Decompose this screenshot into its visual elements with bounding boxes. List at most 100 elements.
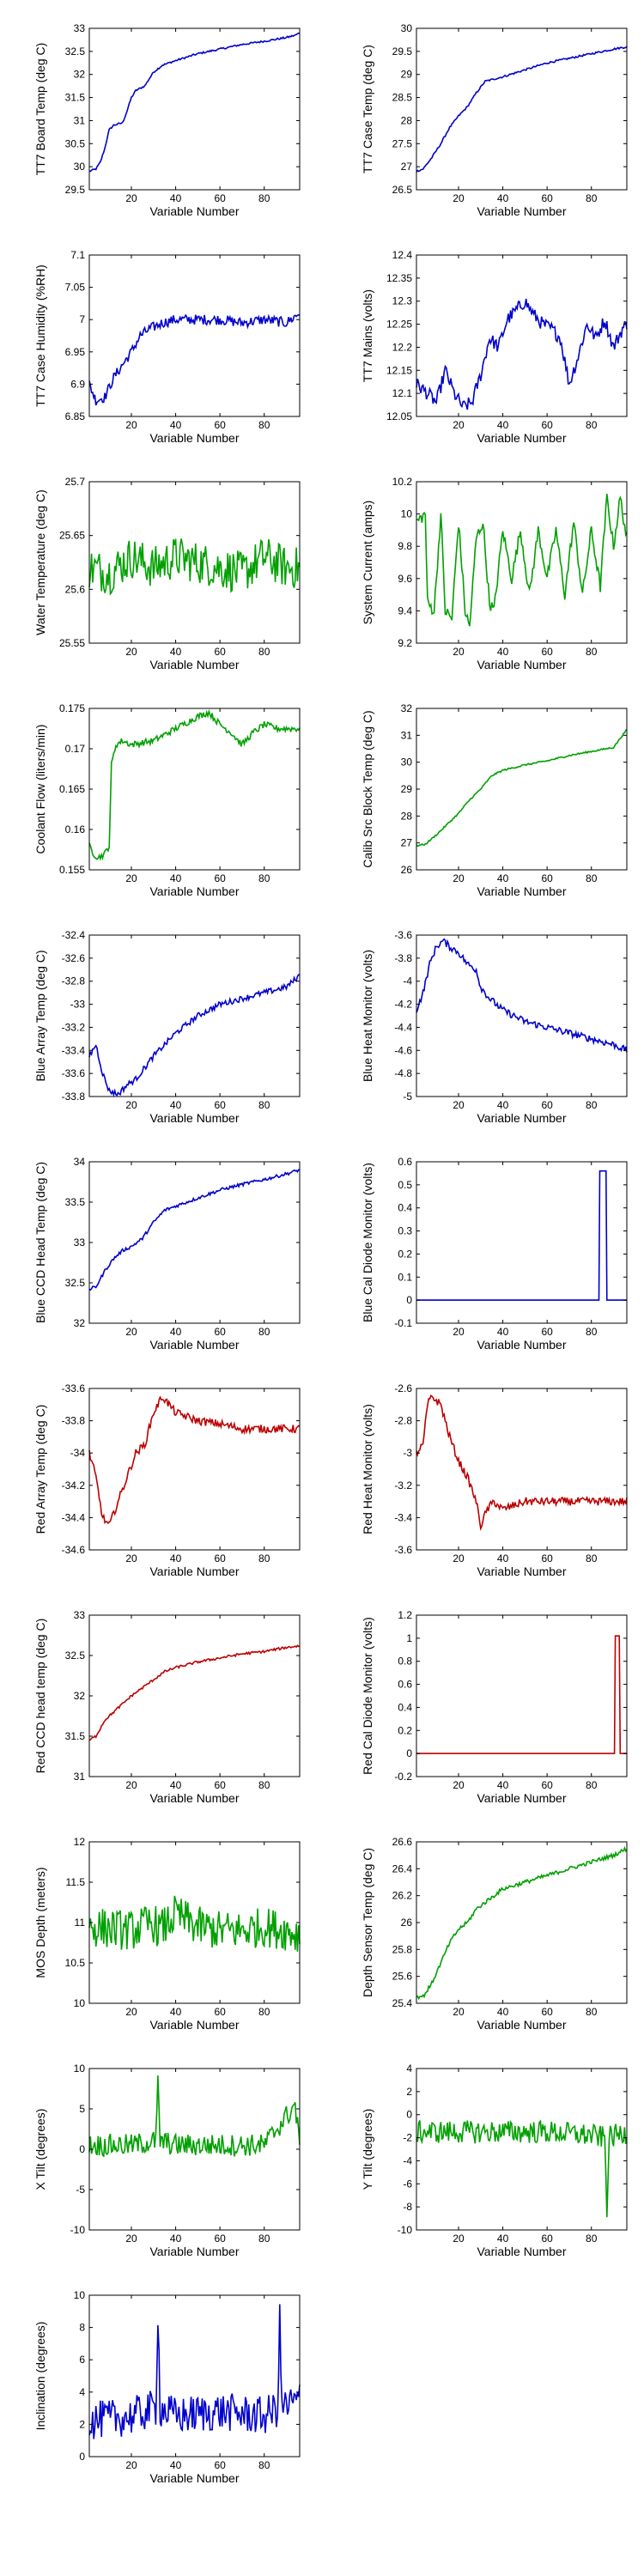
y-tick-label: 0.155 xyxy=(59,864,85,876)
y-tick-label: 10 xyxy=(74,1997,86,2009)
plot-frame xyxy=(88,27,301,191)
y-tick-label: -4.8 xyxy=(394,1067,412,1079)
y-axis-label: TT7 Case Temp (deg C) xyxy=(361,45,374,173)
y-tick-label: 12.05 xyxy=(386,410,412,422)
y-tick-label: 26.2 xyxy=(392,1890,413,1902)
y-tick-label: 11 xyxy=(75,1917,86,1929)
y-tick-label: 29 xyxy=(401,783,413,795)
chart-panel-11: 20 40 60 80 32 32.5 33 33.5 34 Variable Number Blu… xyxy=(33,1156,301,1352)
y-tick-label: 29 xyxy=(401,69,413,81)
x-tick-label: 80 xyxy=(586,2006,598,2018)
y-tick-label: 30 xyxy=(401,756,413,769)
x-tick-label: 20 xyxy=(125,2233,137,2245)
y-tick-label: 0 xyxy=(406,1747,412,1759)
series-line xyxy=(88,2075,301,2158)
y-axis-label: TT7 Case Humidity (%RH) xyxy=(33,264,47,407)
y-tick-label: -33.2 xyxy=(62,1021,86,1033)
x-tick-label: 20 xyxy=(125,1552,137,1564)
x-tick-label: 60 xyxy=(214,2006,226,2018)
x-axis-label: Variable Number xyxy=(477,1564,566,1578)
y-tick-label: 31 xyxy=(74,114,86,126)
y-tick-label: 32.5 xyxy=(65,1649,86,1662)
x-tick-label: 20 xyxy=(453,419,465,431)
y-tick-label: 25.8 xyxy=(392,1943,413,1955)
x-tick-label: 20 xyxy=(453,192,465,204)
x-tick-label: 40 xyxy=(497,419,509,431)
y-tick-label: 33 xyxy=(74,22,86,34)
y-tick-label: 0.17 xyxy=(65,743,86,755)
y-tick-label: -33.4 xyxy=(62,1044,86,1056)
y-tick-label: 0.6 xyxy=(398,1156,412,1168)
y-axis-label: MOS Depth (meters) xyxy=(33,1867,47,1978)
y-tick-label: -33.8 xyxy=(62,1415,86,1427)
x-tick-label: 80 xyxy=(258,1099,270,1111)
y-tick-label: 12.25 xyxy=(386,319,412,331)
y-tick-label: 9.8 xyxy=(398,540,412,552)
plot-frame xyxy=(416,481,628,644)
y-tick-label: 25.6 xyxy=(392,1971,413,1983)
y-tick-label: 32 xyxy=(74,69,86,81)
x-tick-label: 60 xyxy=(214,1326,226,1338)
y-tick-label: 11.5 xyxy=(66,1876,86,1888)
x-tick-label: 20 xyxy=(125,1779,137,1791)
y-tick-label: -3.2 xyxy=(394,1479,412,1492)
y-tick-label: -32.4 xyxy=(62,929,86,941)
series-line xyxy=(416,728,628,848)
x-tick-label: 60 xyxy=(541,419,553,431)
x-tick-label: 40 xyxy=(497,1099,509,1111)
x-tick-label: 80 xyxy=(258,646,270,658)
series-line xyxy=(416,494,628,627)
x-tick-label: 40 xyxy=(497,646,509,658)
x-tick-label: 80 xyxy=(258,872,270,884)
x-tick-label: 40 xyxy=(170,1779,182,1791)
plot-frame xyxy=(88,1161,301,1324)
x-tick-label: 40 xyxy=(497,192,509,204)
y-tick-label: 0.2 xyxy=(398,1248,412,1260)
chart-panel-14: 20 40 60 80 -3.6 -3.4 -3.2 -3 -2.8 -2.6 Variable N… xyxy=(361,1382,628,1578)
y-tick-label: -4 xyxy=(403,2154,412,2166)
x-tick-label: 80 xyxy=(258,1779,270,1791)
chart-panel-21: 20 40 60 80 0 2 4 6 8 10 Variable Number Inclinatio… xyxy=(33,2289,301,2485)
x-axis-label: Variable Number xyxy=(149,431,239,445)
plot-frame xyxy=(416,934,628,1097)
y-tick-label: 28 xyxy=(401,810,413,822)
y-tick-label: -4 xyxy=(403,975,412,987)
x-tick-label: 60 xyxy=(541,1779,553,1791)
plot-frame xyxy=(88,1614,301,1777)
y-tick-label: -3.8 xyxy=(394,952,412,964)
series-line xyxy=(88,538,301,596)
x-tick-label: 60 xyxy=(214,2233,226,2245)
x-tick-label: 60 xyxy=(214,1099,226,1111)
x-tick-label: 40 xyxy=(497,1779,509,1791)
x-tick-label: 60 xyxy=(214,2459,226,2471)
chart-panel-9: 20 40 60 80 -33.8 -33.6 -33.4 -33.2 -33 -32.8 -32.… xyxy=(33,929,301,1125)
y-tick-label: 9.6 xyxy=(398,573,412,585)
y-tick-label: 4 xyxy=(406,2063,412,2075)
y-tick-label: -5 xyxy=(76,2184,85,2196)
y-tick-label: -3.4 xyxy=(394,1511,412,1523)
y-axis-label: Blue Cal Diode Monitor (volts) xyxy=(361,1163,374,1322)
x-axis-label: Variable Number xyxy=(149,884,239,898)
y-tick-label: 26.6 xyxy=(392,1836,413,1848)
x-tick-label: 40 xyxy=(170,419,182,431)
x-tick-label: 40 xyxy=(170,192,182,204)
y-tick-label: 10 xyxy=(401,508,413,520)
x-axis-label: Variable Number xyxy=(477,1111,566,1125)
series-line xyxy=(416,46,628,173)
chart-panel-6: 20 40 60 80 9.2 9.4 9.6 9.8 10 10.2 Variable Numbe… xyxy=(361,476,628,671)
y-tick-label: 7.05 xyxy=(65,282,86,294)
y-tick-label: -6 xyxy=(403,2178,412,2190)
x-tick-label: 80 xyxy=(586,1099,598,1111)
y-tick-label: 0.4 xyxy=(398,1202,412,1214)
x-axis-label: Variable Number xyxy=(149,1338,239,1352)
y-tick-label: 27 xyxy=(401,837,413,849)
plot-frame xyxy=(416,1161,628,1324)
y-tick-label: 31 xyxy=(74,1771,86,1783)
y-tick-label: -5 xyxy=(403,1091,412,1103)
plot-frame xyxy=(416,2068,628,2231)
x-tick-label: 80 xyxy=(258,419,270,431)
y-tick-label: 32.5 xyxy=(65,46,86,58)
y-tick-label: 30 xyxy=(74,161,86,173)
y-tick-label: 12.3 xyxy=(392,295,413,307)
chart-panel-17: 20 40 60 80 10 10.5 11 11.5 12 Variable Number MOS… xyxy=(33,1836,301,2032)
